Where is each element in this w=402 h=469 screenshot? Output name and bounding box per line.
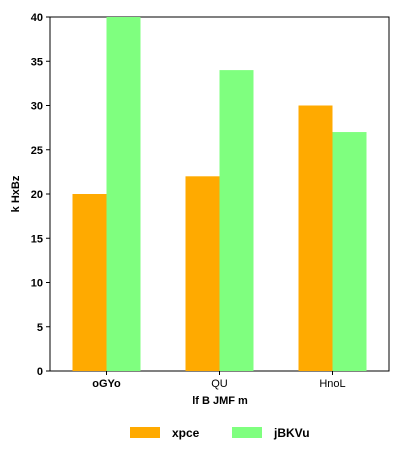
legend-label-jBKVu: jBKVu (273, 426, 310, 440)
x-tick-label: QU (211, 378, 228, 390)
x-tick-label: HnoL (319, 378, 345, 390)
bars-group (72, 17, 367, 371)
y-tick-label: 10 (31, 278, 43, 290)
legend-label-xpce: xpce (172, 426, 200, 440)
y-tick-label: 40 (31, 12, 43, 24)
y-tick-label: 30 (31, 101, 43, 113)
y-tick-label: 35 (31, 56, 43, 68)
bar-jBKVu-oGYo (106, 17, 141, 371)
y-tick-label: 25 (31, 145, 43, 157)
x-axis-category-labels: oGYo QU HnoL (92, 371, 346, 390)
bar-jBKVu-HnoL (332, 132, 367, 371)
x-tick-label: oGYo (92, 378, 121, 390)
legend-swatch-xpce (130, 427, 160, 438)
y-tick-label: 0 (37, 366, 43, 378)
y-tick-label: 15 (31, 233, 43, 245)
legend: xpce jBKVu (130, 426, 310, 440)
y-tick-label: 20 (31, 189, 43, 201)
bar-jBKVu-QU (219, 70, 254, 371)
y-axis-ticks: 0 5 10 15 20 25 30 35 40 (31, 12, 50, 378)
y-tick-label: 5 (37, 322, 43, 334)
y-axis-title: k HxBz (10, 175, 22, 212)
bar-xpce-oGYo (72, 194, 107, 371)
bar-xpce-QU (185, 176, 220, 371)
legend-swatch-jBKVu (232, 427, 262, 438)
bar-xpce-HnoL (298, 105, 333, 371)
x-axis-title: lf B JMF m (192, 395, 248, 407)
